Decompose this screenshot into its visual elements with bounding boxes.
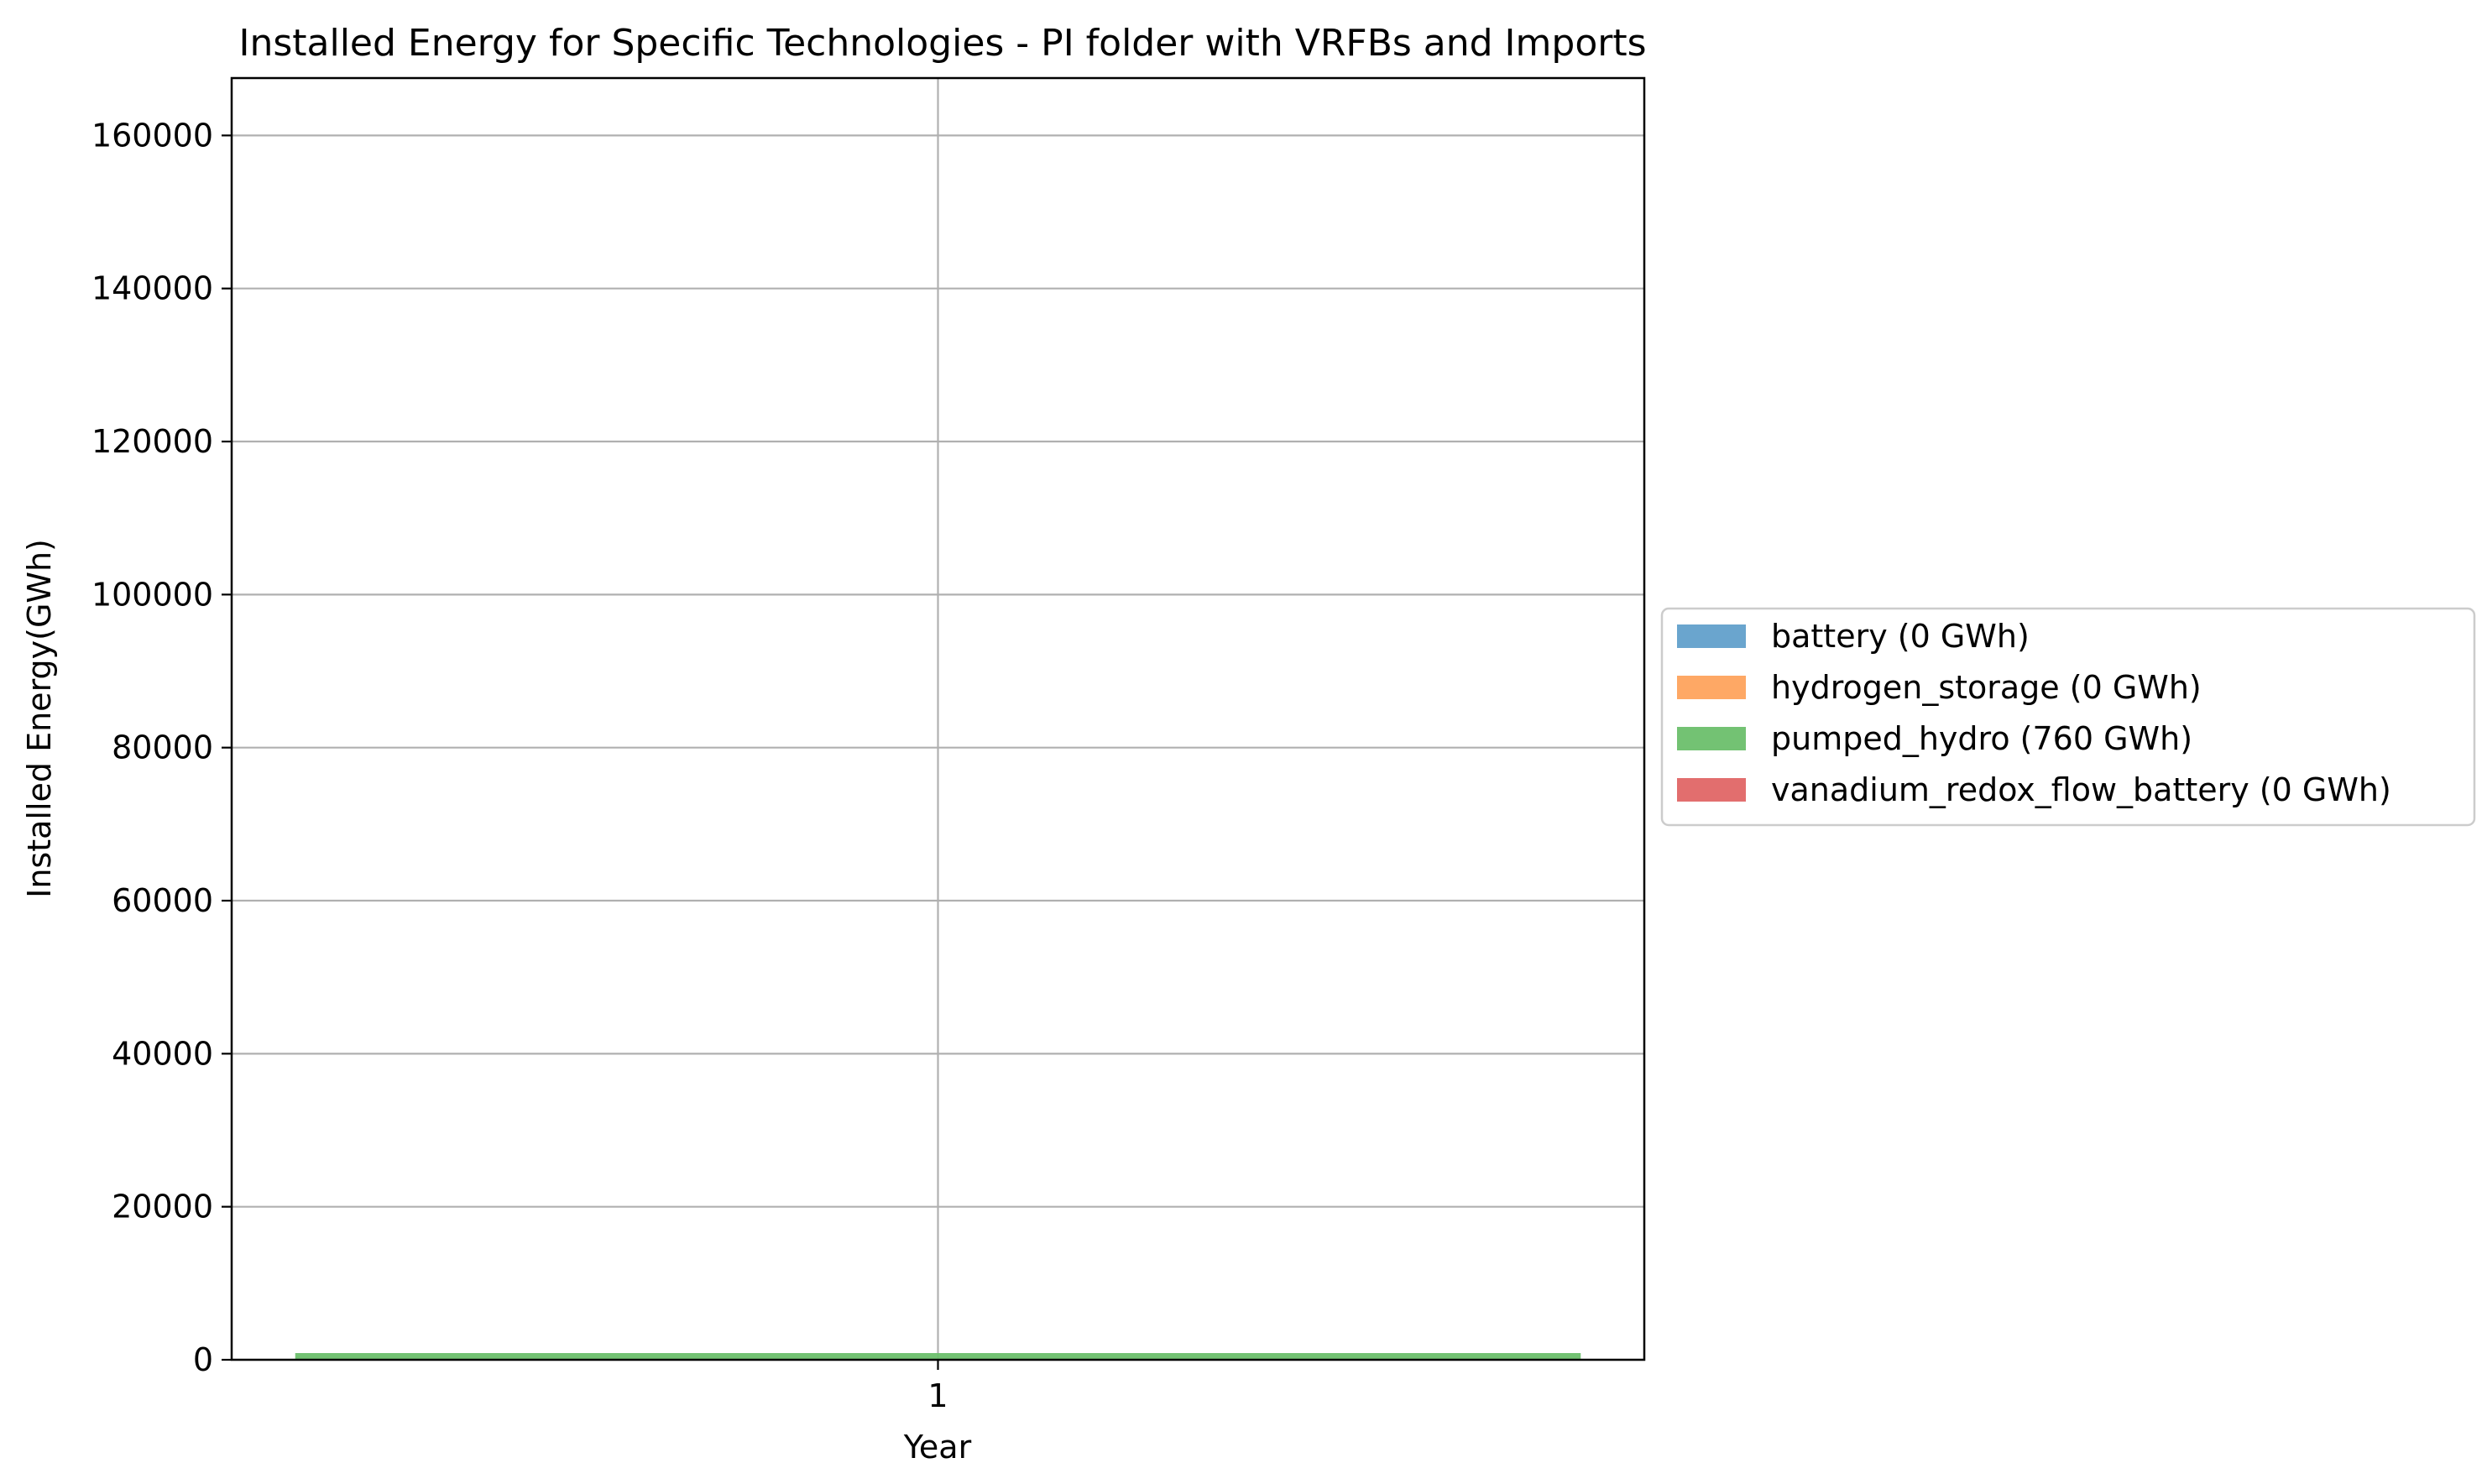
y-tick-label: 40000 bbox=[112, 1035, 213, 1072]
y-tick-label: 20000 bbox=[112, 1189, 213, 1225]
y-tick-label: 0 bbox=[193, 1341, 213, 1378]
legend: battery (0 GWh) hydrogen_storage (0 GWh) p… bbox=[1660, 607, 2476, 827]
axis-ticks: 0 20000 40000 60000 80000 100000 120000 140000 1… bbox=[91, 117, 948, 1414]
legend-swatch bbox=[1677, 624, 1746, 648]
y-tick-label: 100000 bbox=[91, 576, 213, 613]
y-tick-label: 120000 bbox=[91, 423, 213, 460]
grid-lines bbox=[232, 78, 1644, 1361]
legend-label: vanadium_redox_flow_battery (0 GWh) bbox=[1771, 771, 2391, 808]
y-tick-label: 80000 bbox=[112, 729, 213, 766]
y-tick-label: 140000 bbox=[91, 270, 213, 307]
y-tick-label: 60000 bbox=[112, 882, 213, 919]
legend-items: battery (0 GWh) hydrogen_storage (0 GWh) p… bbox=[1677, 618, 2391, 808]
legend-swatch bbox=[1677, 727, 1746, 750]
legend-label: battery (0 GWh) bbox=[1771, 618, 2030, 655]
y-tick-label: 160000 bbox=[91, 117, 213, 154]
bar-segment bbox=[295, 1353, 1581, 1360]
y-axis-label: Installed Energy(GWh) bbox=[21, 539, 58, 898]
legend-swatch bbox=[1677, 778, 1746, 802]
legend-label: hydrogen_storage (0 GWh) bbox=[1771, 669, 2202, 706]
chart-title: Installed Energy for Specific Technologi… bbox=[238, 22, 1646, 65]
x-tick-label: 1 bbox=[927, 1377, 948, 1414]
x-axis-label: Year bbox=[903, 1429, 972, 1466]
bars bbox=[295, 1353, 1581, 1360]
legend-label: pumped_hydro (760 GWh) bbox=[1771, 720, 2192, 757]
legend-box bbox=[1660, 607, 2476, 827]
legend-swatch bbox=[1677, 676, 1746, 699]
